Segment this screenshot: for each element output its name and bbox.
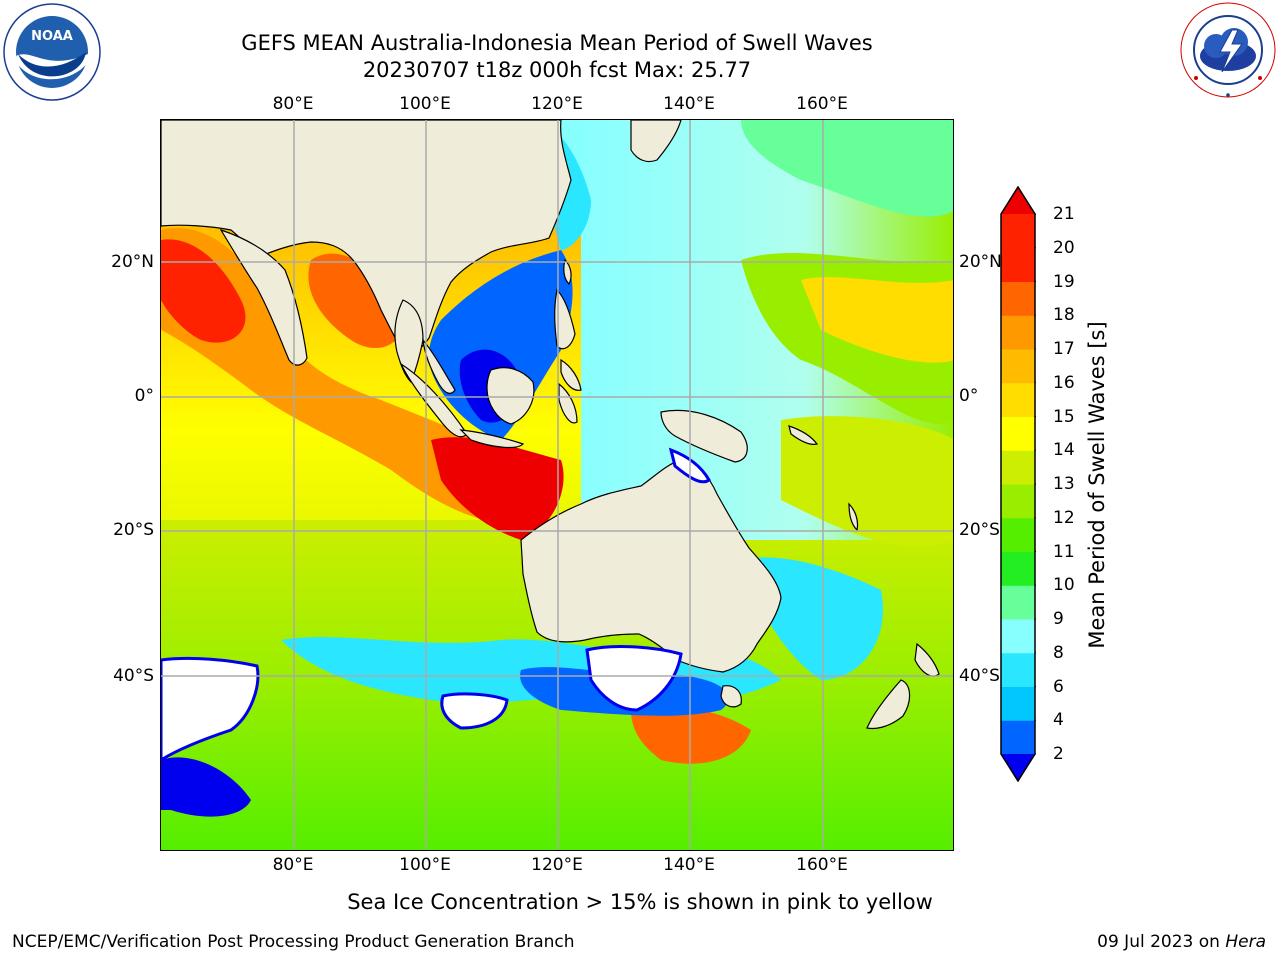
lon-tick-bottom-160e: 160°E	[796, 855, 848, 875]
lon-tick-top-160e: 160°E	[796, 94, 848, 114]
colorbar-extend-max	[1001, 187, 1035, 214]
colorbar-tick-label: 19	[1053, 271, 1075, 292]
national-weather-service-logo	[1180, 2, 1276, 98]
land-tasmania	[720, 685, 742, 708]
colorbar-tick-label: 2	[1053, 744, 1064, 764]
lat-tick-right-20n: 20°N	[959, 252, 1002, 272]
lat-tick-right-0: 0°	[959, 386, 979, 406]
ice-no-data-regions	[161, 447, 711, 762]
ice-region-southern-1	[440, 692, 509, 730]
colorbar-bin	[1001, 484, 1035, 519]
lat-tick-right-20s: 20°S	[959, 520, 1000, 540]
chart-subtitle: 20230707 t18z 000h fcst Max: 25.77	[362, 58, 752, 82]
field-patch-tasman-orange	[631, 706, 751, 764]
land-japan	[630, 120, 682, 163]
lat-tick-left-20s: 20°S	[113, 520, 154, 540]
swell-period-field	[161, 120, 953, 850]
colorbar-bin	[1001, 382, 1035, 417]
field-patch-npac-yellow	[801, 277, 953, 363]
land-masses	[161, 120, 940, 730]
colorbar-bin	[1001, 315, 1035, 350]
map-panel	[160, 119, 954, 851]
colorbar-bin	[1001, 214, 1035, 249]
sea-ice-note: Sea Ice Concentration > 15% is shown in …	[347, 890, 933, 914]
colorbar	[1000, 186, 1036, 782]
land-sulawesi	[558, 382, 578, 424]
lon-tick-top-120e: 120°E	[531, 94, 583, 114]
colorbar-tick-label: 20	[1053, 237, 1075, 258]
colorbar-tick-label: 21	[1053, 204, 1075, 224]
land-new-guinea	[660, 409, 748, 463]
credit-branch: NCEP/EMC/Verification Post Processing Pr…	[12, 932, 575, 952]
colorbar-extend-min	[1001, 754, 1035, 781]
credit-date-text: 09 Jul 2023 on	[1097, 932, 1226, 952]
land-borneo	[486, 367, 535, 425]
colorbar-bin	[1001, 652, 1035, 687]
svg-text:NOAA: NOAA	[31, 29, 73, 44]
credit-host: Hera	[1225, 932, 1266, 952]
lat-tick-left-20n: 20°N	[111, 252, 154, 272]
colorbar-bin	[1001, 551, 1035, 586]
field-patch-ne	[741, 120, 953, 217]
land-new-caledonia	[848, 502, 859, 532]
noaa-logo: NOAA	[3, 3, 101, 101]
land-taiwan	[563, 258, 572, 286]
colorbar-title: Mean Period of Swell Waves [s]	[1085, 321, 1109, 649]
chart-title: GEFS MEAN Australia-Indonesia Mean Perio…	[241, 31, 873, 55]
lat-tick-left-40s: 40°S	[113, 666, 154, 686]
lat-tick-left-0: 0°	[134, 386, 154, 406]
colorbar-tick-label: 15	[1053, 406, 1075, 427]
colorbar-bin	[1001, 517, 1035, 552]
land-sumatra	[399, 362, 468, 438]
field-band-red-arabian	[161, 239, 246, 343]
ice-region-kerguelen-west	[161, 656, 260, 762]
lon-tick-top-140e: 140°E	[663, 94, 715, 114]
lon-tick-bottom-100e: 100°E	[399, 855, 451, 875]
colorbar-tick-label: 10	[1053, 575, 1075, 596]
land-australia	[520, 459, 782, 673]
lon-tick-bottom-120e: 120°E	[531, 855, 583, 875]
lat-tick-right-40s: 40°S	[959, 666, 1000, 686]
field-patch-southwest-blue	[161, 757, 251, 817]
colorbar-bin	[1001, 585, 1035, 620]
colorbar-bin	[1001, 619, 1035, 654]
colorbar-tick-label: 14	[1053, 440, 1075, 461]
land-philippines	[554, 288, 576, 350]
ice-region-southern-2	[585, 645, 683, 712]
land-java	[459, 429, 525, 449]
colorbar-tick-label: 13	[1053, 474, 1075, 494]
land-malay	[422, 338, 456, 394]
land-mindanao	[560, 358, 582, 391]
colorbar-bin	[1001, 281, 1035, 316]
field-patch-equator-east	[781, 416, 953, 547]
land-india	[219, 228, 308, 366]
colorbar-bin	[1001, 349, 1035, 384]
lon-tick-top-100e: 100°E	[399, 94, 451, 114]
colorbar-bin	[1001, 686, 1035, 721]
field-band-bay-of-bengal	[308, 253, 403, 349]
colorbar-tick-label: 9	[1053, 609, 1064, 629]
colorbar-tick-label: 17	[1053, 339, 1075, 359]
colorbar-tick-label: 8	[1053, 642, 1064, 663]
credit-date: 09 Jul 2023 on Hera	[1097, 932, 1266, 952]
lon-tick-bottom-140e: 140°E	[663, 855, 715, 875]
colorbar-bin	[1001, 416, 1035, 451]
colorbar-bin	[1001, 247, 1035, 282]
colorbar-tick-label: 12	[1053, 507, 1075, 528]
colorbar-tick-label: 16	[1053, 372, 1075, 393]
map-gridlines	[161, 120, 953, 850]
colorbar-tick-label: 6	[1053, 676, 1064, 697]
lon-tick-bottom-80e: 80°E	[272, 855, 314, 875]
land-nz-south	[866, 679, 911, 730]
field-band-red-java	[431, 437, 564, 540]
land-solomon	[788, 425, 819, 445]
lon-tick-top-80e: 80°E	[272, 94, 314, 114]
colorbar-tick-label: 18	[1053, 305, 1075, 326]
colorbar-tick-label: 4	[1053, 710, 1064, 731]
colorbar-tick-label: 11	[1053, 541, 1075, 562]
colorbar-bin	[1001, 450, 1035, 485]
colorbar-bin	[1001, 720, 1035, 755]
land-nz-north	[914, 642, 940, 677]
